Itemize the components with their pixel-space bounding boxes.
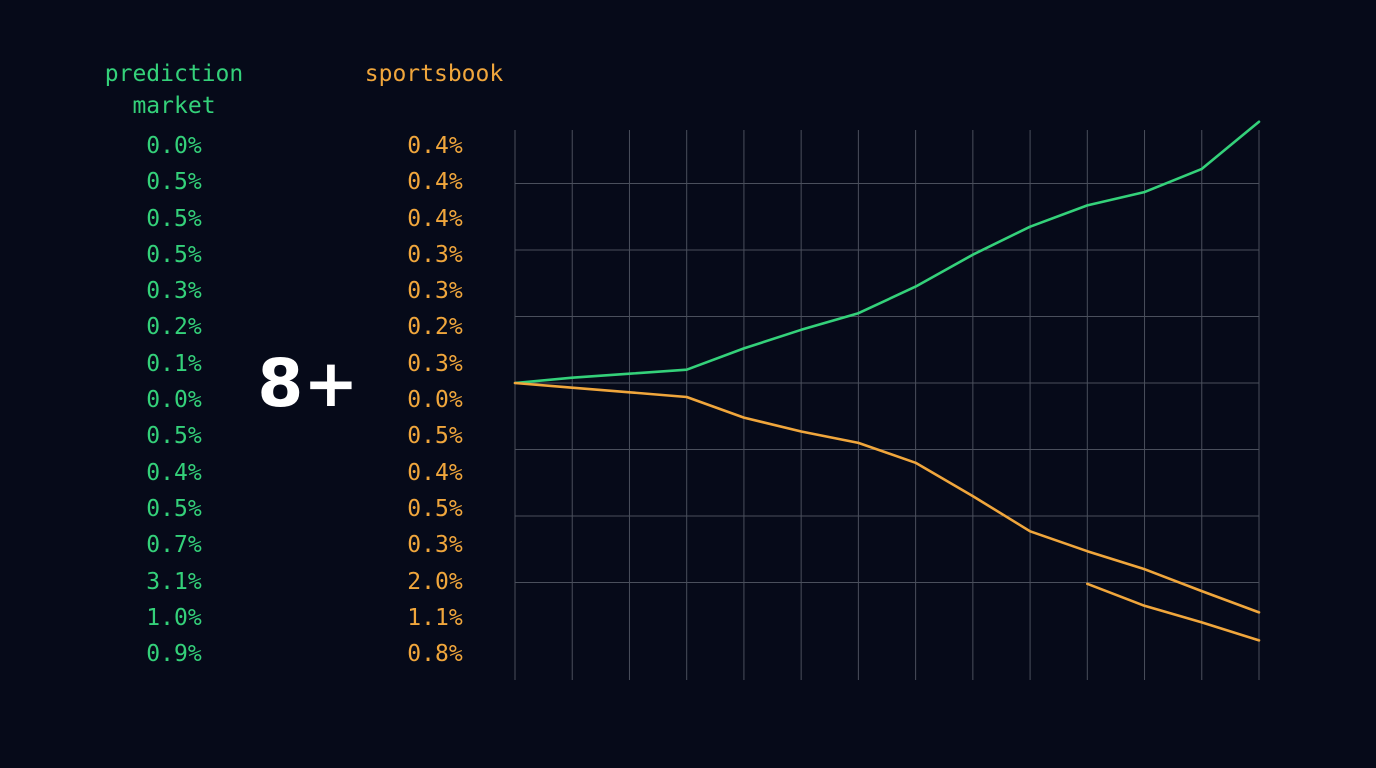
prediction-market-value: 0.1% bbox=[146, 350, 202, 377]
sportsbook-value: 0.4% bbox=[407, 133, 463, 159]
sportsbook-value: 0.4% bbox=[407, 169, 463, 196]
prediction-market-value: 3.1% bbox=[146, 568, 202, 595]
prediction-market-value: 0.0% bbox=[146, 387, 202, 414]
prediction-market-column: 0.0% 0.5% 0.5% 0.5% 0.3% 0.2% 0.1% 0.0% 0.5% 0.4%… bbox=[114, 128, 234, 672]
sportsbook-value: 1.1% bbox=[407, 604, 463, 631]
prediction-market-value: 0.9% bbox=[146, 641, 202, 668]
prediction-market-value: 0.2% bbox=[146, 314, 202, 341]
sportsbook-value: 0.4% bbox=[407, 205, 463, 232]
sportsbook-value: 0.3% bbox=[407, 350, 463, 377]
sportsbook-value: 0.3% bbox=[407, 241, 463, 268]
prediction-market-value: 0.5% bbox=[146, 423, 202, 450]
prediction-market-value: 0.5% bbox=[146, 169, 202, 196]
prediction-market-header: prediction market bbox=[80, 58, 268, 122]
sportsbook-value: 0.8% bbox=[407, 641, 463, 668]
prediction-market-value: 0.7% bbox=[146, 532, 202, 559]
prediction-market-value: 1.0% bbox=[146, 604, 202, 631]
prediction-market-header-line-1: prediction bbox=[104, 61, 244, 87]
prediction-market-value: 0.4% bbox=[146, 459, 202, 486]
sportsbook-value: 0.3% bbox=[407, 532, 463, 559]
sportsbook-value: 0.5% bbox=[407, 495, 463, 522]
sportsbook-value: 0.4% bbox=[407, 459, 463, 486]
prediction-market-value: 0.5% bbox=[146, 241, 202, 268]
series-line-2 bbox=[1086, 582, 1261, 642]
prediction-market-value: 0.5% bbox=[146, 205, 202, 232]
prediction-market-value: 0.5% bbox=[146, 495, 202, 522]
sportsbook-value: 0.5% bbox=[407, 423, 463, 450]
series-line-0 bbox=[513, 120, 1261, 385]
sportsbook-value: 0.0% bbox=[407, 387, 463, 414]
prediction-market-value: 0.0% bbox=[146, 133, 202, 159]
prediction-market-value: 0.3% bbox=[146, 278, 202, 305]
chart-grid bbox=[514, 130, 1260, 680]
sportsbook-value: 0.2% bbox=[407, 314, 463, 341]
sportsbook-column: 0.4% 0.4% 0.4% 0.3% 0.3% 0.2% 0.3% 0.0% 0.5% 0.4%… bbox=[375, 128, 495, 672]
chart-series bbox=[513, 120, 1261, 642]
big-label: 8+ bbox=[257, 345, 359, 422]
sportsbook-value: 2.0% bbox=[407, 568, 463, 595]
sportsbook-header: sportsbook bbox=[364, 61, 504, 87]
series-line-1 bbox=[513, 381, 1261, 614]
sportsbook-value: 0.3% bbox=[407, 278, 463, 305]
prediction-market-header-line-2: market bbox=[132, 93, 216, 119]
